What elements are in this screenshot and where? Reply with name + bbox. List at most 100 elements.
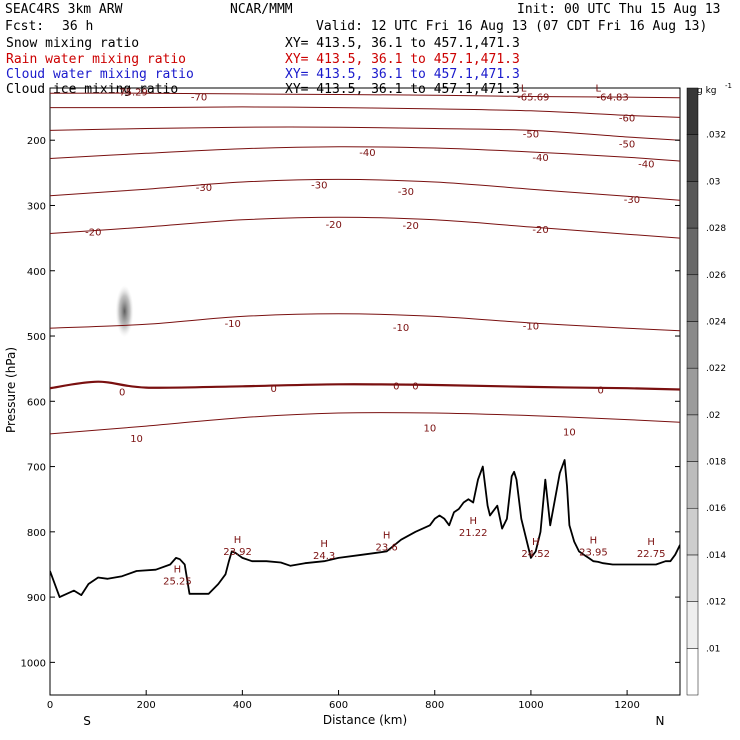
contour-label: 0 xyxy=(597,386,603,397)
colorbar: .01 .012 .014 .016 .018 .02 .022 .024 .026 .028 .0… xyxy=(686,87,726,696)
contour-label: 0 xyxy=(412,382,418,393)
contour-label: 10 xyxy=(563,427,576,438)
contour-label: -20 xyxy=(85,228,101,239)
colorbar-bin xyxy=(686,87,699,135)
contour-label: 0 xyxy=(393,382,399,393)
extremum-low-marker: L xyxy=(521,83,527,94)
x-tick-label: 200 xyxy=(137,700,156,711)
isotherm-minus50 xyxy=(50,126,680,141)
colorbar-bin xyxy=(686,507,699,556)
colorbar-label: .012 xyxy=(706,598,726,608)
contour-label: 10 xyxy=(424,423,437,434)
contour-labels: -75.29 -70 -65.69 -64.83-60-50-50-40 -40-40-… xyxy=(85,87,654,445)
terrain-line xyxy=(50,459,680,598)
south-label: S xyxy=(83,714,91,728)
colorbar-bin xyxy=(686,274,699,322)
colorbar-label: .02 xyxy=(706,411,720,421)
y-tick-label: 200 xyxy=(27,136,46,147)
north-label: N xyxy=(656,714,665,728)
cloud-ice-blob xyxy=(115,285,134,338)
extremum-value: 24.52 xyxy=(521,549,550,560)
field-name-rain: Rain water mixing ratio xyxy=(6,52,186,67)
field-xy-cloud-water: XY= 413.5, 36.1 to 457.1,471.3 xyxy=(285,67,520,82)
temperature-contours xyxy=(50,92,680,435)
extremum-value: 24.3 xyxy=(313,551,335,562)
valid-time: Valid: 12 UTC Fri 16 Aug 13 (07 CDT Fri … xyxy=(316,19,707,34)
contour-label: -75.29 xyxy=(116,87,148,98)
x-tick-label: 400 xyxy=(233,700,252,711)
contour-label: -30 xyxy=(311,181,327,192)
colorbar-label: .016 xyxy=(706,504,726,514)
colorbar-label: .026 xyxy=(706,271,726,281)
colorbar-label: .032 xyxy=(706,131,726,141)
colorbar-label: .022 xyxy=(706,364,726,374)
y-tick-label: 500 xyxy=(27,332,46,343)
y-tick-label: 300 xyxy=(27,201,46,212)
colorbar-bin xyxy=(686,461,699,509)
colorbar-bin xyxy=(686,601,699,649)
colorbar-bin xyxy=(686,648,699,696)
isotherm-minus20 xyxy=(50,216,680,239)
y-tick-label: 600 xyxy=(27,397,46,408)
x-tick-label: 0 xyxy=(47,700,53,711)
contour-label: -10 xyxy=(523,322,539,333)
extremum-high-marker: H xyxy=(174,564,182,575)
isotherm-minus40 xyxy=(50,146,680,162)
colorbar-bin xyxy=(686,181,699,229)
field-xy-rain: XY= 413.5, 36.1 to 457.1,471.3 xyxy=(285,52,520,67)
axes: 0 200 400 600 800 1000 12002003004005006007008… xyxy=(21,136,680,711)
contour-label: -40 xyxy=(359,148,375,159)
colorbar-bin xyxy=(686,414,699,462)
isotherm-0 xyxy=(50,380,680,391)
colorbar-bin xyxy=(686,367,699,416)
colorbar-unit-exponent: -1 xyxy=(725,82,732,90)
x-tick-label: 600 xyxy=(329,700,348,711)
extremum-value: 22.75 xyxy=(637,549,666,560)
colorbar-label: .028 xyxy=(706,224,726,234)
field-xy-snow: XY= 413.5, 36.1 to 457.1,471.3 xyxy=(285,36,520,51)
isotherm-10 xyxy=(50,412,680,435)
colorbar-label: .024 xyxy=(706,317,726,327)
contour-label: -50 xyxy=(523,130,539,141)
x-axis-title: Distance (km) xyxy=(323,713,407,727)
x-tick-label: 1000 xyxy=(518,700,543,711)
y-tick-label: 700 xyxy=(27,463,46,474)
field-name-cloud-water: Cloud water mixing ratio xyxy=(6,67,194,82)
colorbar-bin xyxy=(686,554,699,602)
extremum-high-marker: H xyxy=(532,537,540,548)
contour-label: -30 xyxy=(624,195,640,206)
colorbar-bin xyxy=(686,134,699,182)
extremum-value: 23.95 xyxy=(579,548,608,559)
isotherm-minus10 xyxy=(50,313,680,332)
isotherm-minus60 xyxy=(50,106,680,118)
field-name-cloud-ice: Cloud ice mixing ratio xyxy=(6,82,178,97)
terrain-profile xyxy=(50,459,680,598)
extremum-high-marker: H xyxy=(320,539,328,550)
contour-label: -20 xyxy=(326,220,342,231)
contour-label: -10 xyxy=(393,323,409,334)
forecast-label: Fcst: xyxy=(5,19,44,34)
contour-label: -64.83 xyxy=(597,92,629,103)
contour-label: 0 xyxy=(119,388,125,399)
y-axis-title: Pressure (hPa) xyxy=(4,347,18,433)
isotherm-minus70 xyxy=(50,92,680,99)
center-title: NCAR/MMM xyxy=(230,2,293,17)
colorbar-label: .01 xyxy=(706,644,720,654)
y-tick-label: 1000 xyxy=(21,658,46,669)
x-tick-label: 800 xyxy=(425,700,444,711)
contour-label: -40 xyxy=(532,153,548,164)
colorbar-unit: g kg xyxy=(697,86,717,96)
extremum-value: 21.22 xyxy=(459,528,488,539)
colorbar-bin xyxy=(686,227,699,276)
contour-label: -50 xyxy=(619,139,635,150)
isotherm-minus30 xyxy=(50,178,680,201)
extremum-high-marker: H xyxy=(383,530,391,541)
cloud-ice-shading xyxy=(115,285,134,338)
contour-label: -60 xyxy=(619,113,635,124)
extremum-value: 23.6 xyxy=(376,542,398,553)
y-tick-label: 400 xyxy=(27,267,46,278)
extremum-high-marker: H xyxy=(234,535,242,546)
colorbar-label: .03 xyxy=(706,177,720,187)
colorbar-label: .018 xyxy=(706,458,726,468)
